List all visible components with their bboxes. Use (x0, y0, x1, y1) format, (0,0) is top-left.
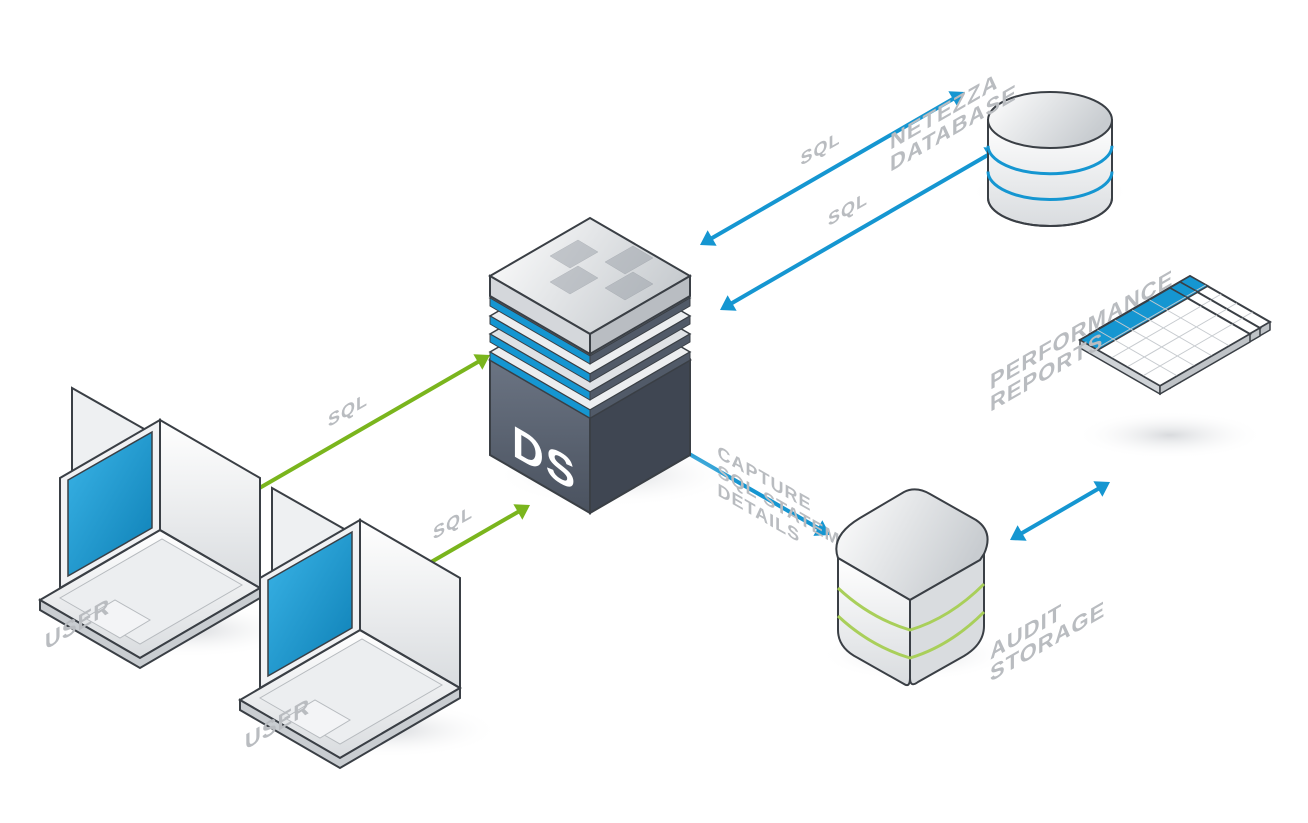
svg-text:SQL: SQL (801, 127, 841, 170)
svg-text:SQL: SQL (433, 501, 473, 544)
performance-reports: PERFORMANCEREPORTS (990, 265, 1270, 459)
edge-label-ds-nz1: SQL (801, 127, 841, 170)
svg-text:SQL: SQL (328, 389, 368, 432)
edge-label-u2-ds: SQL (433, 501, 473, 544)
edge-aud-rep (1010, 481, 1110, 541)
edge-label-u1-ds: SQL (328, 389, 368, 432)
audit-storage-label: AUDITSTORAGE (990, 574, 1105, 688)
svg-text:SQL: SQL (828, 188, 868, 231)
edge-ds-nz2 (720, 147, 1000, 311)
edge-u1-ds (230, 354, 490, 506)
architecture-diagram: SQLSQLSQLSQLCAPTURESQL STATEMENTS'DETAIL… (0, 0, 1308, 823)
netezza-db: NETEZZADATABASE (890, 57, 1130, 226)
user2-laptop: USER (240, 488, 500, 768)
edge-label-ds-nz2: SQL (828, 188, 868, 231)
ds-server: DS (490, 218, 735, 513)
audit-storage: AUDITSTORAGE (820, 489, 1105, 687)
